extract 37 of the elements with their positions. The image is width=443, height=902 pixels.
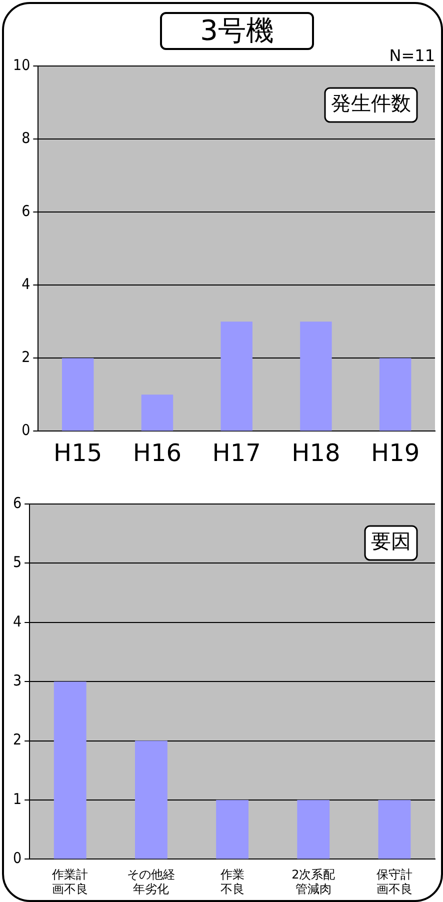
x-tick-label: 作業計画不良: [51, 868, 88, 896]
bar: [216, 800, 249, 859]
bar: [134, 740, 168, 859]
y-tick-label: 0: [12, 849, 22, 868]
x-tick-label: その他経年劣化: [127, 868, 176, 896]
x-tick-label: 保守計画不良: [376, 868, 412, 896]
bar: [62, 358, 94, 431]
bar: [220, 322, 252, 431]
chart-title: 3号機: [160, 12, 314, 50]
y-tick-label: 2: [22, 348, 30, 366]
text: N=11: [389, 46, 435, 66]
x-tick-label: H15: [54, 438, 102, 467]
x-tick-label: H16: [132, 438, 182, 467]
y-tick-label: 6: [12, 494, 22, 512]
y-tick-label: 4: [12, 612, 22, 630]
y-tick-label: 10: [12, 56, 30, 74]
y-tick-label: 8: [22, 128, 30, 147]
bar: [297, 800, 330, 859]
y-tick-label: 5: [12, 553, 22, 572]
x-tick-label: H18: [292, 438, 340, 467]
x-tick-label: 作業不良: [219, 868, 244, 896]
annotation: 要因: [371, 529, 411, 554]
y-tick-label: 0: [22, 421, 30, 440]
bar: [379, 358, 412, 431]
y-tick-label: 4: [22, 275, 30, 294]
x-tick-label: 2次系配管減肉: [292, 868, 336, 896]
y-tick-label: 2: [12, 730, 22, 749]
bar: [300, 322, 332, 431]
y-tick-label: 6: [22, 202, 30, 220]
y-tick-label: 1: [12, 790, 22, 808]
annotation: 発生件数: [331, 91, 411, 116]
y-tick-label: 3: [12, 671, 22, 690]
bar: [141, 394, 174, 431]
bar: [54, 682, 86, 859]
x-tick-label: H19: [371, 438, 420, 467]
x-tick-label: H17: [212, 438, 261, 467]
bar: [378, 800, 411, 859]
